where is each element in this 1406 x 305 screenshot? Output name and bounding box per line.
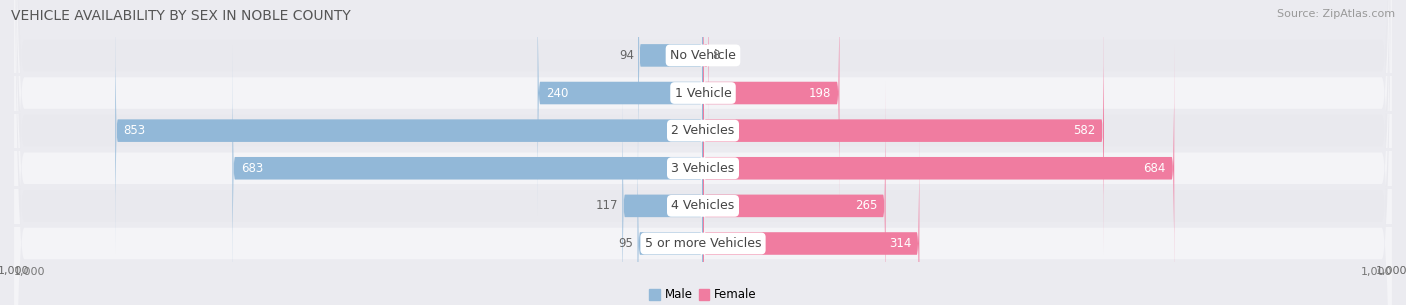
FancyBboxPatch shape — [637, 119, 703, 305]
FancyBboxPatch shape — [14, 0, 1392, 305]
FancyBboxPatch shape — [14, 0, 1392, 305]
Text: Source: ZipAtlas.com: Source: ZipAtlas.com — [1277, 9, 1395, 19]
Text: 5 or more Vehicles: 5 or more Vehicles — [645, 237, 761, 250]
Legend: Male, Female: Male, Female — [645, 284, 761, 305]
FancyBboxPatch shape — [638, 0, 703, 180]
FancyBboxPatch shape — [703, 119, 920, 305]
FancyBboxPatch shape — [703, 44, 1174, 292]
Text: 4 Vehicles: 4 Vehicles — [672, 199, 734, 212]
Text: VEHICLE AVAILABILITY BY SEX IN NOBLE COUNTY: VEHICLE AVAILABILITY BY SEX IN NOBLE COU… — [11, 9, 352, 23]
FancyBboxPatch shape — [703, 0, 839, 217]
FancyBboxPatch shape — [14, 0, 1392, 305]
Text: 684: 684 — [1143, 162, 1166, 175]
Text: 314: 314 — [889, 237, 911, 250]
Text: 582: 582 — [1073, 124, 1095, 137]
FancyBboxPatch shape — [703, 0, 709, 135]
Text: 265: 265 — [855, 199, 877, 212]
Text: 95: 95 — [619, 237, 634, 250]
Text: 117: 117 — [596, 199, 619, 212]
Text: 8: 8 — [713, 49, 720, 62]
FancyBboxPatch shape — [537, 0, 703, 217]
Text: 2 Vehicles: 2 Vehicles — [672, 124, 734, 137]
Text: No Vehicle: No Vehicle — [671, 49, 735, 62]
Text: 853: 853 — [124, 124, 146, 137]
FancyBboxPatch shape — [232, 44, 703, 292]
FancyBboxPatch shape — [14, 0, 1392, 305]
Text: 1 Vehicle: 1 Vehicle — [675, 87, 731, 99]
FancyBboxPatch shape — [115, 6, 703, 255]
Text: 240: 240 — [546, 87, 568, 99]
FancyBboxPatch shape — [14, 0, 1392, 305]
Text: 198: 198 — [808, 87, 831, 99]
Text: 683: 683 — [240, 162, 263, 175]
Text: 3 Vehicles: 3 Vehicles — [672, 162, 734, 175]
Text: 1,000: 1,000 — [1361, 267, 1392, 277]
FancyBboxPatch shape — [703, 82, 886, 305]
Text: 94: 94 — [619, 49, 634, 62]
FancyBboxPatch shape — [14, 0, 1392, 305]
FancyBboxPatch shape — [623, 82, 703, 305]
Text: 1,000: 1,000 — [14, 267, 45, 277]
FancyBboxPatch shape — [703, 6, 1104, 255]
